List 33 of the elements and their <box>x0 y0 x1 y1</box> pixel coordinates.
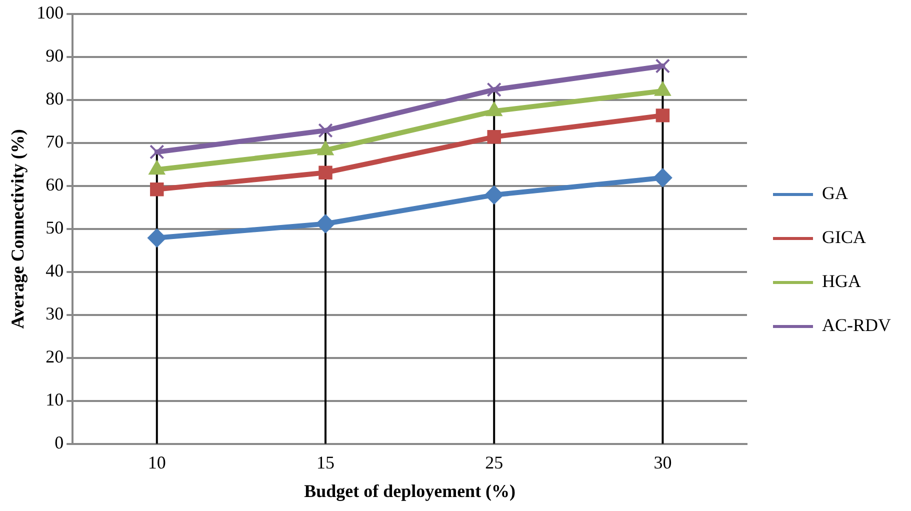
point <box>147 228 166 248</box>
x-tick-label: 30 <box>654 452 672 472</box>
point <box>653 168 672 188</box>
legend-label: AC-RDV <box>822 315 892 336</box>
y-tick-label: 10 <box>46 390 64 410</box>
legend-label: GA <box>822 183 848 204</box>
legend-label: GICA <box>822 227 866 248</box>
point <box>318 123 333 138</box>
x-axis-title: Budget of deployement (%) <box>304 480 516 501</box>
y-axis-title: Average Connectivity (%) <box>7 129 28 329</box>
y-tick-label: 20 <box>46 346 64 367</box>
y-tick-label: 60 <box>46 174 64 195</box>
point <box>150 144 164 160</box>
x-tick-label: 15 <box>316 452 334 472</box>
y-tick-label: 100 <box>36 2 64 23</box>
point <box>484 185 504 204</box>
legend-label: HGA <box>822 271 861 292</box>
y-tick-label: 80 <box>46 88 64 109</box>
point <box>486 82 502 98</box>
point <box>656 108 670 122</box>
y-tick-label: 40 <box>46 260 64 281</box>
point <box>655 58 670 74</box>
y-tick-label: 30 <box>46 304 64 324</box>
y-tick-label: 0 <box>54 432 64 453</box>
x-tick-label: 25 <box>485 452 504 472</box>
point <box>150 182 164 196</box>
y-tick-label: 90 <box>46 46 64 66</box>
x-tick-label: 10 <box>148 452 166 472</box>
point <box>316 214 335 234</box>
point <box>487 130 501 144</box>
y-tick-label: 50 <box>46 218 64 238</box>
point <box>318 166 332 180</box>
y-tick-label: 70 <box>46 132 64 152</box>
